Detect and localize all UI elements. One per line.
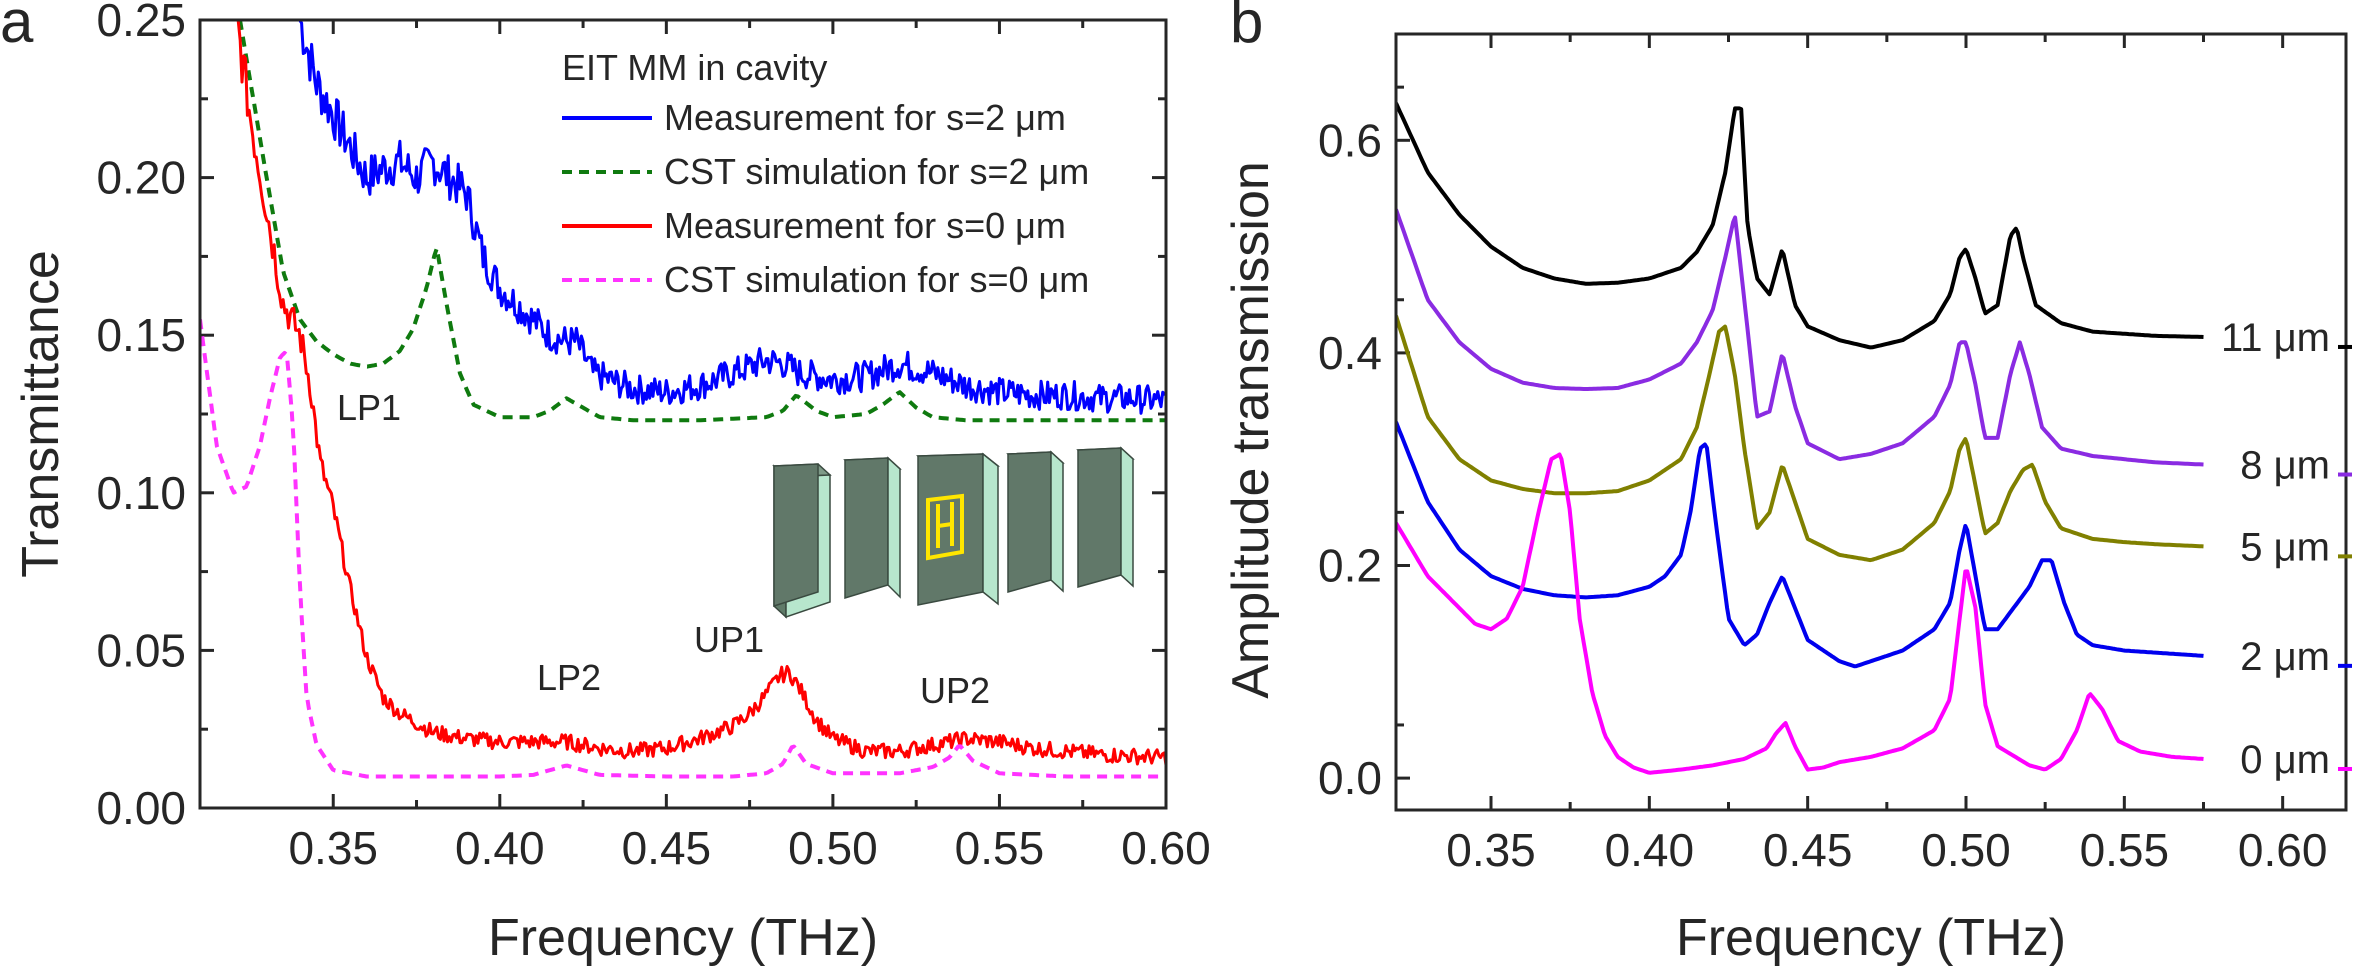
mirror-slab-1	[772, 463, 832, 619]
x-tick-label: 0.60	[1121, 822, 1211, 874]
y-tick-label: 0.6	[1318, 114, 1382, 166]
annotation-up1: UP1	[694, 619, 764, 660]
x-tick-label: 0.55	[2080, 824, 2170, 876]
series-line-2-um	[1396, 421, 2204, 669]
y-tick-label: 0.05	[96, 624, 186, 676]
panel-b-series-group	[1396, 102, 2204, 775]
legend-label-cst-simulation-for-s-0-um: CST simulation for s=0 μm	[664, 259, 1089, 300]
panel-b-tick-labels: 0.35 0.40 0.45 0.50 0.55 0.60 0.0 0.2 0.4 0.6	[1318, 114, 2327, 876]
panel-a-legend-title: EIT MM in cavity	[562, 47, 827, 88]
series-line-5-um	[1396, 315, 2204, 563]
legend-label-measurement-for-s-0-um: Measurement for s=0 μm	[664, 205, 1066, 246]
y-tick-label: 0.20	[96, 152, 186, 204]
curve-label-11-um: 11 μm	[2221, 316, 2330, 360]
x-tick-label: 0.45	[1763, 824, 1853, 876]
legend-label-cst-simulation-for-s-2-um: CST simulation for s=2 μm	[664, 151, 1089, 192]
annotation-lp2: LP2	[537, 657, 601, 698]
panel-a-chart: 0.35 0.40 0.45 0.50 0.55 0.60 0.00 0.05 0.10 0.15…	[12, 0, 1211, 967]
y-tick-label: 0.2	[1318, 540, 1382, 592]
mirror-slab-2	[843, 456, 902, 600]
x-tick-label: 0.40	[455, 822, 545, 874]
x-tick-label: 0.50	[1921, 824, 2011, 876]
y-tick-label: 0.00	[96, 782, 186, 834]
panel-b-chart: 0.35 0.40 0.45 0.50 0.55 0.60 0.0 0.2 0.4 0.6 11 …	[1222, 32, 2352, 967]
panel-a-tick-labels: 0.35 0.40 0.45 0.50 0.55 0.60 0.00 0.05 0.10 0.15…	[96, 0, 1210, 874]
panel-b-ticks	[1396, 34, 2285, 810]
panel-a-legend: EIT MM in cavity Measurement for s=2 μm C…	[562, 47, 1089, 300]
curve-label-2-um: 2 μm	[2240, 635, 2330, 679]
x-tick-label: 0.45	[622, 822, 712, 874]
y-tick-label: 0.15	[96, 309, 186, 361]
metamaterial-slab	[915, 452, 1001, 606]
series-line-0-um	[1396, 452, 2204, 775]
panel-b-y-axis-title: Amplitude transmission	[1222, 161, 1280, 699]
y-tick-label: 0.0	[1318, 752, 1382, 804]
series-line-measurement-for-s-0-um	[236, 20, 1166, 766]
panel-b-letter: b	[1230, 0, 1263, 55]
x-tick-label: 0.35	[288, 822, 378, 874]
series-line-measurement-for-s-2-um	[298, 20, 1166, 415]
panel-b-curve-labels: 11 μm 8 μm 5 μm 2 μm 0 μm	[2221, 316, 2352, 782]
panel-a-series-group	[200, 20, 1166, 779]
legend-label-measurement-for-s-2-um: Measurement for s=2 μm	[664, 97, 1066, 138]
annotation-lp1: LP1	[337, 387, 401, 428]
curve-label-0-um: 0 μm	[2240, 738, 2330, 782]
x-tick-label: 0.35	[1446, 824, 1536, 876]
eit-resonator-icon	[926, 493, 964, 561]
panel-a-frame	[198, 18, 1168, 810]
series-line-cst-simulation-for-s-0-um	[200, 319, 1166, 779]
panel-b-x-axis-title: Frequency (THz)	[1676, 909, 2066, 967]
mirror-slab-3	[1006, 450, 1065, 593]
curve-label-5-um: 5 μm	[2240, 525, 2330, 569]
annotation-up2: UP2	[920, 670, 990, 711]
series-line-8-um	[1396, 208, 2204, 467]
y-tick-label: 0.4	[1318, 327, 1382, 379]
x-tick-label: 0.40	[1605, 824, 1695, 876]
panel-a-y-axis-title: Transmittance	[12, 250, 70, 578]
y-tick-label: 0.25	[96, 0, 186, 46]
panel-b-frame	[1394, 32, 2348, 812]
series-line-11-um	[1396, 102, 2204, 350]
x-tick-label: 0.50	[788, 822, 878, 874]
panel-a-letter: a	[0, 0, 34, 55]
cavity-schematic-inset	[772, 446, 1135, 619]
x-tick-label: 0.55	[955, 822, 1045, 874]
mirror-slab-4	[1076, 446, 1135, 588]
y-tick-label: 0.10	[96, 467, 186, 519]
curve-label-8-um: 8 μm	[2240, 444, 2330, 488]
panel-a-x-axis-title: Frequency (THz)	[488, 909, 878, 967]
x-tick-label: 0.60	[2238, 824, 2328, 876]
series-line-cst-simulation-for-s-2-um	[238, 20, 1166, 423]
